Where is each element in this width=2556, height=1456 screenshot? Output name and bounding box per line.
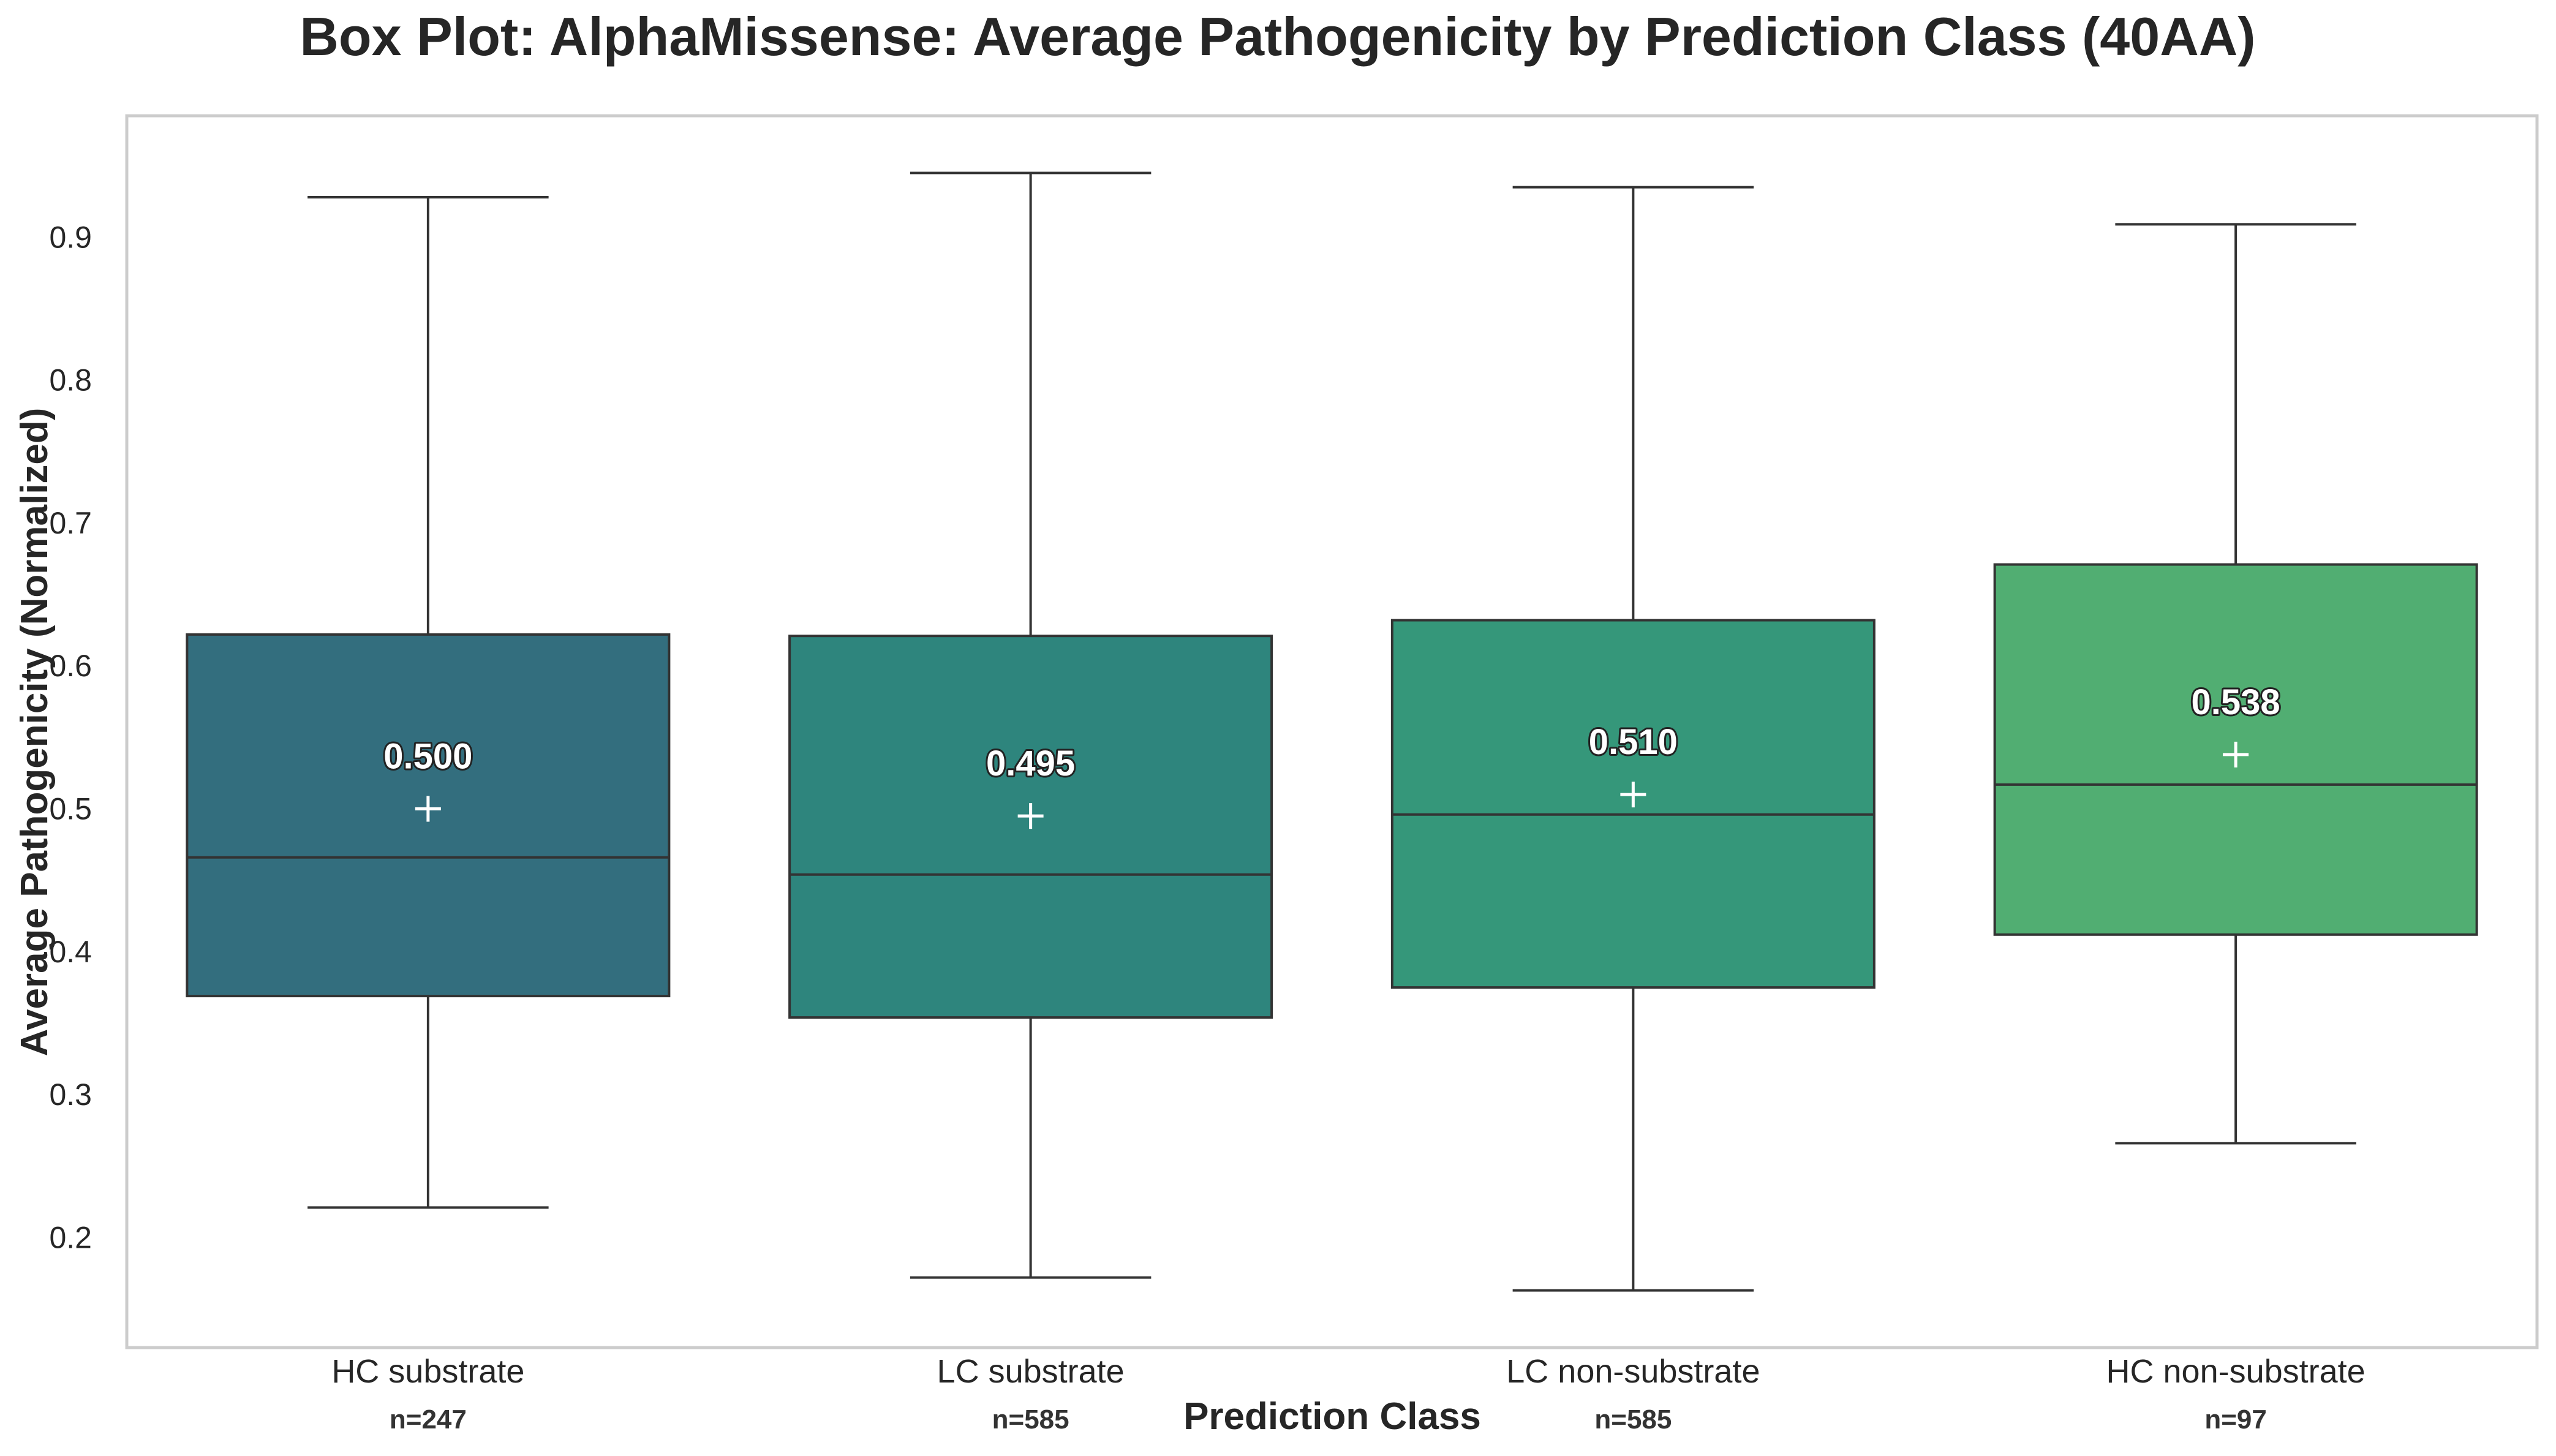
mean-marker	[2223, 741, 2249, 768]
y-tick-label: 0.4	[49, 935, 92, 969]
y-tick-label: 0.2	[49, 1220, 92, 1254]
mean-value-label: 0.495	[986, 744, 1075, 783]
mean-value-label: 0.538	[2192, 682, 2280, 722]
plot-area-frame	[125, 114, 2539, 1349]
y-tick-label: 0.9	[49, 220, 92, 254]
y-tick-label: 0.6	[49, 649, 92, 683]
y-tick-label: 0.7	[49, 506, 92, 540]
x-tick-label: HC non-substrate	[2106, 1353, 2366, 1390]
chart-title: Box Plot: AlphaMissense: Average Pathoge…	[300, 6, 2255, 67]
y-tick-label: 0.5	[49, 791, 92, 826]
sample-count-label: n=585	[992, 1405, 1069, 1435]
boxes-layer: 0.500 0.495 0.510 0.538	[186, 172, 2478, 1292]
box-group: 0.495	[788, 172, 1273, 1279]
sample-count-label: n=97	[2204, 1405, 2267, 1435]
y-axis-ticks: 0.2 0.3 0.4 0.5 0.6 0.7 0.8 0.9	[49, 220, 92, 1254]
x-tick-label: LC substrate	[937, 1353, 1125, 1390]
mean-marker	[1620, 782, 1646, 808]
box-group: 0.500	[186, 195, 671, 1209]
mean-marker	[415, 796, 441, 822]
mean-marker	[1017, 803, 1044, 829]
y-axis-label: Average Pathogenicity (Normalized)	[13, 408, 56, 1057]
x-axis-label: Prediction Class	[1183, 1395, 1481, 1438]
box-group: 0.538	[1993, 223, 2478, 1145]
y-tick-label: 0.3	[49, 1077, 92, 1112]
x-axis-tick-labels: HC substrate n=247 LC substrate n=585 LC non…	[331, 1353, 2365, 1435]
mean-value-label: 0.500	[383, 736, 472, 776]
box-group: 0.510	[1390, 186, 1876, 1292]
y-tick-label: 0.8	[49, 363, 92, 398]
mean-value-label: 0.510	[1589, 722, 1678, 762]
sample-count-label: n=247	[390, 1405, 467, 1435]
x-tick-label: LC non-substrate	[1506, 1353, 1760, 1390]
x-tick-label: HC substrate	[331, 1353, 524, 1390]
sample-count-label: n=585	[1594, 1405, 1672, 1435]
